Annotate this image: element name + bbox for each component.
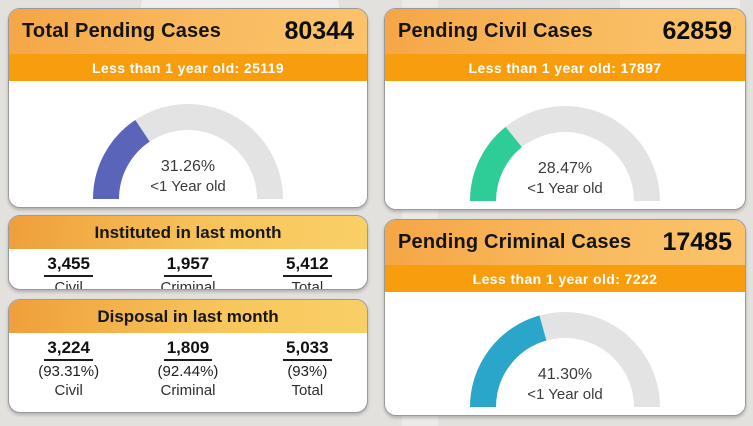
total-pending-cases-card[interactable]: Total Pending Cases 80344 Less than 1 ye… <box>8 8 368 208</box>
disposal-criminal-stat: 1,809 (92.44%) Criminal <box>128 338 247 399</box>
stat-row: 3,455 Civil 1,957 Criminal 5,412 Total <box>9 249 367 290</box>
stat-label: Civil <box>54 382 83 399</box>
stat-label: Civil <box>54 279 83 290</box>
gauge-container: 28.47% <1 Year old <box>385 81 745 209</box>
card-header: Pending Civil Cases 62859 <box>385 9 745 54</box>
gauge-container: 41.30% <1 Year old <box>385 292 745 415</box>
stat-value: 5,412 <box>283 254 332 277</box>
instituted-criminal-stat: 1,957 Criminal <box>128 254 247 290</box>
stat-value: 5,033 <box>283 338 332 361</box>
card-header: Total Pending Cases 80344 <box>9 9 367 54</box>
civil-pending-count: 62859 <box>662 17 732 45</box>
gauge-center-text: 31.26% <1 Year old <box>9 157 367 196</box>
pending-criminal-cases-card[interactable]: Pending Criminal Cases 17485 Less than 1… <box>384 219 746 416</box>
less-than-1-year-banner[interactable]: Less than 1 year old: 25119 <box>9 54 367 81</box>
civil-gauge-arc <box>470 106 660 202</box>
total-gauge-arc <box>93 104 283 200</box>
card-title: Total Pending Cases <box>22 20 222 42</box>
card-title: Pending Criminal Cases <box>398 231 632 253</box>
instituted-total-stat: 5,412 Total <box>248 254 367 290</box>
instituted-last-month-card[interactable]: Instituted in last month 3,455 Civil 1,9… <box>8 215 368 290</box>
card-header: Pending Criminal Cases 17485 <box>385 220 745 265</box>
stat-value: 1,809 <box>163 338 213 361</box>
gauge-percent-label: 28.47% <box>537 160 593 177</box>
stat-row: 3,224 (93.31%) Civil 1,809 (92.44%) Crim… <box>9 333 367 399</box>
card-title: Pending Civil Cases <box>398 20 593 42</box>
stat-label: Criminal <box>160 382 216 399</box>
stat-label: Criminal <box>160 279 216 290</box>
stat-value: 1,957 <box>163 254 213 277</box>
less-than-1-year-banner[interactable]: Less than 1 year old: 7222 <box>385 265 745 292</box>
stat-value: 3,455 <box>44 254 93 277</box>
disposal-civil-stat: 3,224 (93.31%) Civil <box>9 338 128 399</box>
disposal-last-month-card[interactable]: Disposal in last month 3,224 (93.31%) Ci… <box>8 299 368 413</box>
gauge-percent-label: 31.26% <box>160 158 216 175</box>
gauge-center-text: 41.30% <1 Year old <box>385 365 745 404</box>
gauge-sublabel: <1 Year old <box>527 386 603 403</box>
card-title: Disposal in last month <box>9 300 367 333</box>
gauge-sublabel: <1 Year old <box>150 178 226 195</box>
stat-percent: (93%) <box>287 363 328 380</box>
card-title: Instituted in last month <box>9 216 367 249</box>
instituted-civil-stat: 3,455 Civil <box>9 254 128 290</box>
stat-label: Total <box>291 279 324 290</box>
gauge-container: 31.26% <1 Year old <box>9 81 367 207</box>
stat-value: 3,224 <box>44 338 93 361</box>
less-than-1-year-banner[interactable]: Less than 1 year old: 17897 <box>385 54 745 81</box>
gauge-sublabel: <1 Year old <box>527 180 603 197</box>
gauge-center-text: 28.47% <1 Year old <box>385 159 745 198</box>
stat-label: Total <box>291 382 324 399</box>
criminal-pending-count: 17485 <box>662 228 732 256</box>
criminal-gauge-arc <box>470 312 660 408</box>
total-pending-count: 80344 <box>284 17 354 45</box>
stat-percent: (93.31%) <box>38 363 100 380</box>
disposal-total-stat: 5,033 (93%) Total <box>248 338 367 399</box>
gauge-percent-label: 41.30% <box>537 366 593 383</box>
pending-civil-cases-card[interactable]: Pending Civil Cases 62859 Less than 1 ye… <box>384 8 746 210</box>
stat-percent: (92.44%) <box>157 363 219 380</box>
